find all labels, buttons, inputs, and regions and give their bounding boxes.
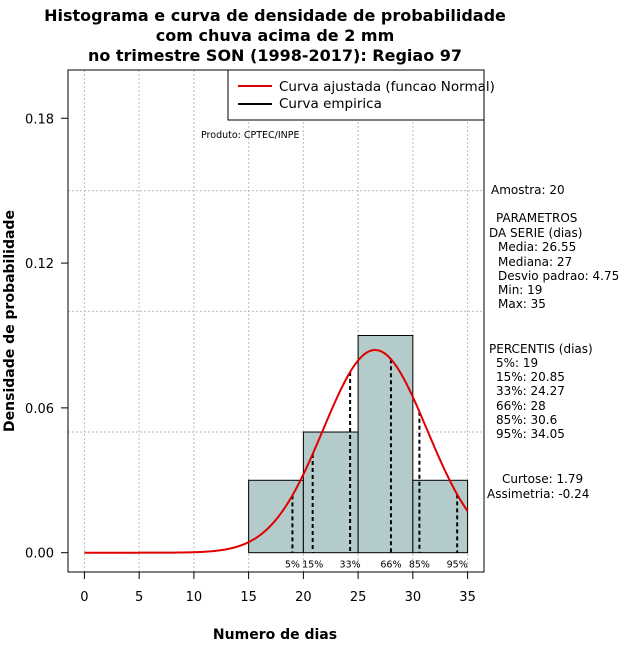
y-axis: 0.00 0.06 0.12 0.18 [25, 112, 69, 562]
chart-title-line-2: com chuva acima de 2 mm [156, 26, 395, 45]
y-tick-label-2: 0.12 [25, 257, 54, 272]
percentile-lines: 5% 15% 33% 66% 85% 95% [285, 359, 468, 571]
legend-empirical-label: Curva empirica [279, 96, 382, 112]
stat-min: Min: 19 [498, 283, 542, 297]
chart-title-line-1: Histograma e curva de densidade de proba… [44, 6, 506, 25]
stat-desvio: Desvio padrao: 4.75 [498, 269, 619, 283]
percentile-label-1: 15% [302, 560, 323, 571]
fitted-normal-curve [84, 348, 469, 554]
params-title-2: DA SERIE (dias) [489, 226, 582, 240]
x-tick-label-0: 0 [80, 590, 88, 605]
x-tick-label-2: 10 [186, 590, 203, 605]
x-tick-label-4: 20 [295, 590, 312, 605]
stat-p85: 85%: 30.6 [496, 413, 557, 427]
x-tick-label-3: 15 [240, 590, 257, 605]
chart-title-line-3: no trimestre SON (1998-2017): Regiao 97 [88, 46, 462, 65]
x-tick-label-7: 35 [459, 590, 476, 605]
histogram-bar-3 [412, 479, 469, 554]
y-tick-label-0: 0.00 [25, 547, 54, 562]
stat-p95: 95%: 34.05 [496, 427, 565, 441]
y-axis-title: Densidade de probabilidade [2, 210, 18, 432]
stat-assimetria: Assimetria: -0.24 [487, 487, 589, 501]
y-tick-label-1: 0.06 [25, 402, 54, 417]
y-tick-label-3: 0.18 [25, 112, 54, 127]
stat-p5: 5%: 19 [496, 356, 538, 370]
stat-media: Media: 26.55 [498, 240, 576, 254]
stat-mediana: Mediana: 27 [498, 255, 572, 269]
grid-lines [68, 70, 484, 572]
stats-panel: Amostra: 20 PARAMETROS DA SERIE (dias) M… [487, 183, 619, 501]
x-axis-title: Numero de dias [213, 627, 337, 643]
legend-fitted-label: Curva ajustada (funcao Normal) [279, 79, 495, 95]
histogram-bars [248, 334, 469, 554]
percentiles-title: PERCENTIS (dias) [489, 342, 593, 356]
x-tick-label-1: 5 [135, 590, 143, 605]
stat-curtose: Curtose: 1.79 [502, 472, 583, 486]
product-annotation: Produto: CPTEC/INPE [201, 130, 300, 141]
x-tick-label-6: 30 [405, 590, 422, 605]
percentile-label-3: 66% [380, 560, 401, 571]
x-tick-label-5: 25 [350, 590, 367, 605]
percentile-label-0: 5% [285, 560, 300, 571]
percentile-label-2: 33% [340, 560, 361, 571]
stat-p15: 15%: 20.85 [496, 370, 565, 384]
stat-amostra: Amostra: 20 [491, 183, 565, 197]
histogram-bar-2 [357, 334, 414, 554]
x-axis: 0 5 10 15 20 25 30 35 [80, 571, 476, 605]
legend-box [227, 69, 485, 121]
percentile-label-4: 85% [409, 560, 430, 571]
legend: Curva ajustada (funcao Normal) Curva emp… [227, 69, 495, 121]
params-title-1: PARAMETROS [496, 211, 577, 225]
stat-max: Max: 35 [498, 297, 546, 311]
percentile-label-5: 95% [447, 560, 468, 571]
stat-p33: 33%: 24.27 [496, 384, 565, 398]
stat-p66: 66%: 28 [496, 399, 546, 413]
